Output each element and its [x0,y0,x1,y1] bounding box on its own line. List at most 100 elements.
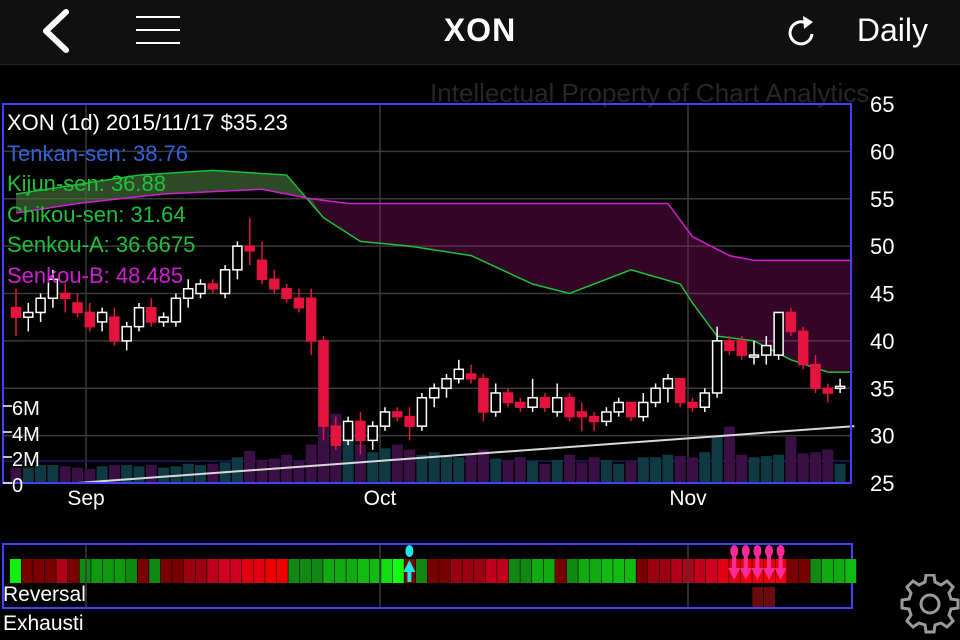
candle-body [551,396,563,413]
signal-cell [381,559,393,583]
signal-cell [44,559,56,583]
candle-body [797,330,809,366]
signal-cell [149,559,161,583]
hamburger-menu-icon[interactable] [134,14,182,53]
volume-bar [687,457,698,483]
buy-arrow-icon [403,560,416,572]
signal-cell [590,559,601,583]
volume-bar [244,450,256,483]
signal-cell [276,559,288,583]
volume-bar [305,444,317,483]
candle-body [293,297,305,309]
volume-bar [22,467,34,483]
candle-body [23,311,34,318]
refresh-icon[interactable] [786,14,818,53]
volume-bar [379,448,391,483]
volume-bar [723,426,735,483]
volume-bar [711,435,723,483]
signal-cell [485,559,497,583]
signal-cell [845,559,857,583]
signal-cell [566,559,578,583]
volume-bar [502,459,514,483]
signal-cell [126,559,137,583]
signal-cell [253,559,265,583]
signal-cell [114,559,126,583]
period-selector[interactable]: Daily [856,12,928,48]
signal-cell [207,559,219,583]
y-tick-label: 25 [870,471,894,496]
candle-body [638,401,649,418]
signal-cell [497,559,509,583]
signal-cell [56,559,68,583]
volume-bar [748,457,760,483]
volume-bar [404,449,416,483]
signal-cell [798,559,810,583]
signal-cell [68,559,79,583]
candle-body [761,344,772,356]
volume-bar [293,461,305,483]
candle-body [773,311,784,356]
candle-body [736,340,747,356]
volume-tick-label: 0 [12,475,23,497]
y-tick-label: 40 [870,329,894,354]
chevron-left-icon[interactable] [38,8,74,59]
volume-bar [428,452,440,483]
volume-bar [145,465,157,483]
candle-body [441,378,452,389]
candle-body [613,401,624,413]
chikou-sen-label: Chikou-sen: 31.64 [7,201,186,227]
signal-cell [694,559,706,583]
volume-bar [96,466,108,483]
candle-body [281,288,292,299]
signal-cell [671,559,683,583]
candle-body [748,354,760,358]
signal-cell [822,559,833,583]
volume-bar [600,459,612,483]
senkou-b-label: Senkou-B: 48.485 [7,262,184,288]
volume-bar [785,436,797,483]
candle-body [146,306,157,323]
candle-body [133,306,145,328]
candle-body [564,396,575,418]
signal-cell [439,559,451,583]
volume-bar [576,462,588,483]
signal-cell [555,559,567,583]
volume-bar [416,454,428,483]
x-axis: Sep Oct Nov [67,487,707,510]
volume-bar [625,461,637,483]
volume-bar [10,467,22,483]
candle-body [576,411,588,418]
gear-icon[interactable] [900,573,960,639]
signal-cell [520,559,532,583]
signal-cell [195,559,207,583]
volume-bar [797,453,809,483]
buy-signal-marker [405,545,414,557]
candle-body [170,297,182,323]
signal-cell [543,559,555,583]
sell-arrow-stem [767,556,771,570]
candle-body [10,306,22,318]
volume-bar [736,454,748,483]
price-chart[interactable]: Intellectual Property of Chart Analytics… [0,64,960,640]
signal-cell [636,559,648,583]
sell-arrow-stem [755,556,760,570]
symbol-title: XON [443,12,517,48]
signal-cell [184,559,195,583]
volume-bar [182,463,194,483]
sell-arrow-icon [763,568,775,580]
candlesticks [10,217,846,455]
sell-signal-marker [776,545,785,557]
signal-cell [450,559,462,583]
volume-bar [72,467,83,483]
candle-body [158,316,169,323]
x-tick-label: Sep [67,487,104,510]
trendline [77,425,855,484]
candle-body [478,378,489,413]
volume-bar [490,458,502,483]
sell-arrow-stem [732,556,737,570]
candle-body [35,297,46,314]
y-tick-label: 45 [870,282,894,307]
volume-bar [539,463,551,483]
volume-bar [834,463,846,483]
cloud-fill [16,170,853,373]
